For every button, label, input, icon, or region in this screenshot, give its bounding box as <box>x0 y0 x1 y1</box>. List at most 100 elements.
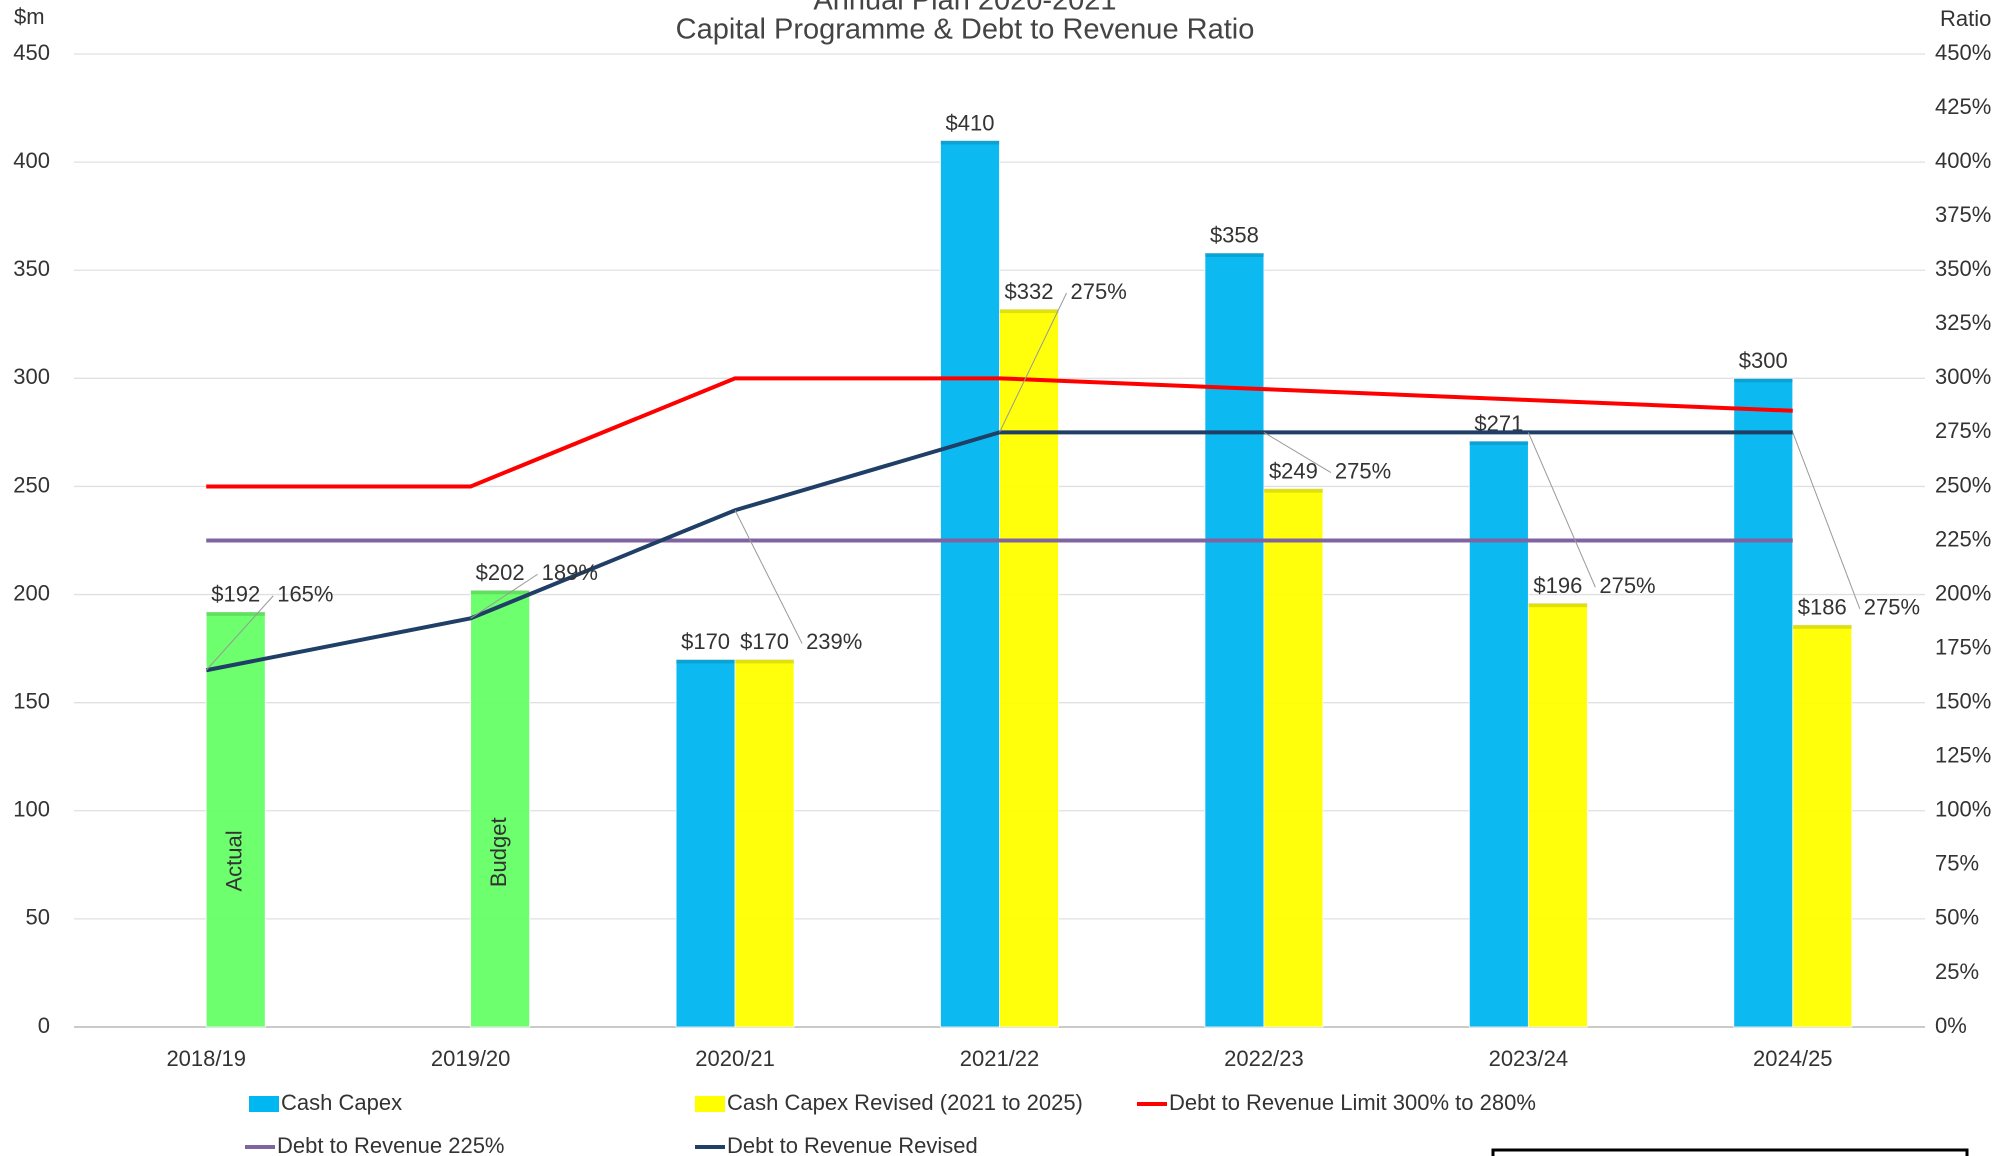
y-tick-label: 200 <box>13 580 50 605</box>
leader-line <box>1527 432 1596 588</box>
bar-value-label: $196 <box>1533 573 1582 598</box>
y2-tick-label: 200% <box>1935 580 1991 605</box>
y2-tick-label: 175% <box>1935 634 1991 659</box>
bar <box>940 140 1000 1028</box>
y2-tick-label: 75% <box>1935 851 1979 876</box>
x-tick-label: 2022/23 <box>1224 1046 1304 1071</box>
line-series <box>206 376 1793 489</box>
bar-value-label: $192 <box>211 582 260 607</box>
bar-edge <box>470 590 530 595</box>
bar <box>470 589 531 1028</box>
x-tick-label: 2021/22 <box>960 1046 1040 1071</box>
legend-swatch <box>695 1096 725 1112</box>
legend-label: Debt to Revenue Limit 300% to 280% <box>1169 1090 1536 1115</box>
bar-edge <box>735 659 795 664</box>
bar-edge <box>1792 624 1852 629</box>
y-tick-label: 100 <box>13 797 50 822</box>
chart-title: Annual Plan 2020-2021 <box>813 0 1116 17</box>
bar-edge <box>940 140 1000 145</box>
y2-tick-label: 325% <box>1935 310 1991 335</box>
leader-line <box>205 595 274 671</box>
y2-tick-label: 350% <box>1935 256 1991 281</box>
chart-subtitle: Capital Programme & Debt to Revenue Rati… <box>676 14 1255 46</box>
bar-edge <box>206 611 266 616</box>
bar-value-label: $249 <box>1269 458 1318 483</box>
bar-value-label: $202 <box>476 560 525 585</box>
bar <box>999 308 1059 1028</box>
legend-label: Debt to Revenue Revised <box>727 1133 978 1156</box>
y2-tick-label: 300% <box>1935 364 1991 389</box>
bar <box>205 611 266 1028</box>
line-value-label: 275% <box>1599 573 1655 598</box>
bar-value-label: $186 <box>1798 595 1847 620</box>
y-tick-label: 150 <box>13 688 50 713</box>
line-value-label: 275% <box>1071 279 1127 304</box>
line-value-label: 275% <box>1864 595 1920 620</box>
bar-value-label: $410 <box>946 110 995 135</box>
bar <box>1468 440 1529 1028</box>
line-value-label: 189% <box>542 560 598 585</box>
y2-tick-label: 250% <box>1935 472 1991 497</box>
x-tick-label: 2023/24 <box>1489 1046 1569 1071</box>
legend-label: Debt to Revenue 225% <box>277 1133 505 1156</box>
bar <box>1527 602 1588 1028</box>
y-tick-label: 300 <box>13 364 50 389</box>
leader-line <box>734 510 803 644</box>
bar <box>1204 252 1265 1028</box>
bar-edge <box>676 659 736 664</box>
y2-tick-label: 450% <box>1935 40 1991 65</box>
bar-edge <box>1528 603 1588 608</box>
line-value-label: 275% <box>1335 458 1391 483</box>
legend-swatch <box>249 1096 279 1112</box>
bar <box>1792 624 1853 1028</box>
line-value-label: 239% <box>806 629 862 654</box>
y2-tick-label: 25% <box>1935 959 1979 984</box>
leader-line <box>1263 431 1332 474</box>
bar-annotation: Budget <box>486 817 511 887</box>
bar-value-label: $170 <box>740 629 789 654</box>
y-tick-label: 250 <box>13 472 50 497</box>
y2-tick-label: 225% <box>1935 526 1991 551</box>
y-tick-label: 450 <box>13 40 50 65</box>
x-tick-label: 2018/19 <box>166 1046 246 1071</box>
leader-line <box>1792 432 1861 610</box>
legend-label: Cash Capex Revised (2021 to 2025) <box>727 1090 1083 1115</box>
note-box <box>1491 1148 1969 1156</box>
x-tick-label: 2019/20 <box>431 1046 511 1071</box>
y2-tick-label: 0% <box>1935 1013 1967 1038</box>
leader-line <box>470 573 538 619</box>
bar-value-label: $332 <box>1005 279 1054 304</box>
y2-axis-label: Ratio <box>1940 6 1991 31</box>
y2-tick-label: 100% <box>1935 797 1991 822</box>
y2-tick-label: 125% <box>1935 743 1991 768</box>
y2-tick-label: 375% <box>1935 202 1991 227</box>
y-tick-label: 350 <box>13 256 50 281</box>
y-axis-label: $m <box>14 4 45 29</box>
y2-tick-label: 425% <box>1935 94 1991 119</box>
bar-value-label: $300 <box>1739 348 1788 373</box>
bar-annotation: Actual <box>222 830 247 891</box>
y-tick-label: 400 <box>13 148 50 173</box>
bar-edge <box>999 309 1059 314</box>
bar-value-label: $358 <box>1210 223 1259 248</box>
bar <box>1733 377 1794 1028</box>
y-tick-label: 50 <box>26 905 50 930</box>
x-tick-label: 2020/21 <box>695 1046 775 1071</box>
bar <box>675 659 736 1028</box>
x-tick-label: 2024/25 <box>1753 1046 1833 1071</box>
bar-edge <box>1204 252 1264 257</box>
legend-label: Cash Capex <box>281 1090 402 1115</box>
y2-tick-label: 275% <box>1935 418 1991 443</box>
bar-edge <box>1733 378 1793 383</box>
bar <box>1263 488 1324 1028</box>
bar-edge <box>1469 441 1529 446</box>
y2-tick-label: 50% <box>1935 905 1979 930</box>
bar <box>734 659 795 1028</box>
bar-value-label: $170 <box>681 629 730 654</box>
y2-tick-label: 400% <box>1935 148 1991 173</box>
bar-edge <box>1263 488 1323 493</box>
y-tick-label: 0 <box>38 1013 50 1038</box>
leader-line <box>999 292 1067 433</box>
y2-tick-label: 150% <box>1935 688 1991 713</box>
